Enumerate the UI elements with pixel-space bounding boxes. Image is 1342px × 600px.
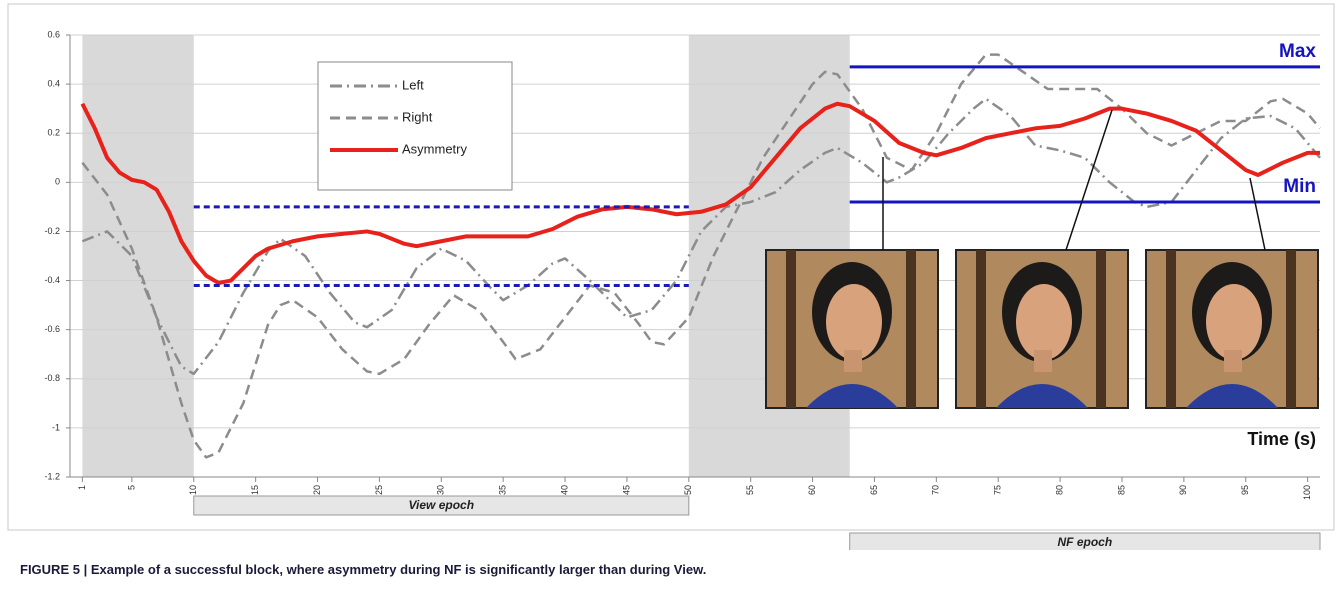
legend-label: Right	[402, 109, 433, 124]
legend-label: Left	[402, 77, 424, 92]
frame	[7, 3, 1335, 531]
legend-box	[317, 61, 513, 191]
y-tick-label: 0.6	[47, 29, 60, 39]
y-tick-label: -0.6	[44, 324, 60, 334]
connector	[1065, 109, 1113, 251]
legend-label: Asymmetry	[402, 141, 468, 156]
x-tick-label: 45	[621, 485, 631, 495]
x-tick-label: 65	[869, 485, 879, 495]
y-tick-label: -0.4	[44, 275, 60, 285]
y-tick-label: -0.8	[44, 373, 60, 383]
x-tick-label: 15	[250, 485, 260, 495]
y-tick-label: 0.4	[47, 78, 60, 88]
x-tick-label: 35	[498, 485, 508, 495]
y-tick-label: -0.2	[44, 226, 60, 236]
line-series	[81, 53, 1321, 459]
x-tick-label: 70	[931, 485, 941, 495]
x-tick-label: 20	[312, 485, 322, 495]
epoch-box	[193, 495, 690, 516]
x-tick-label: 40	[559, 485, 569, 495]
epoch-box	[849, 532, 1321, 550]
shaded-region	[82, 35, 194, 477]
face-images	[765, 249, 1319, 409]
x-tick-label: 90	[1178, 485, 1188, 495]
chart: 0.60.40.20-0.2-0.4-0.6-0.8-1-1.21 5 10 15 20…	[7, 3, 1335, 550]
y-tick-label: -1.2	[44, 471, 60, 481]
x-tick-label: 100	[1302, 485, 1312, 500]
x-tick-label: 30	[436, 485, 446, 495]
face-image	[955, 249, 1129, 409]
x-tick-label: 10	[188, 485, 198, 495]
x-tick-label: 60	[807, 485, 817, 495]
x-tick-label: 5	[126, 485, 136, 490]
x-tick-label: 1	[77, 485, 87, 490]
x-tick-label: 25	[374, 485, 384, 495]
y-tick-label: 0	[55, 177, 60, 187]
x-tick-label: 50	[683, 485, 693, 495]
x-tick-label: 85	[1116, 485, 1126, 495]
reference-label: Min	[1283, 176, 1316, 197]
epoch-label: NF epoch	[1058, 535, 1113, 549]
y-tick-label: 0.2	[47, 128, 60, 138]
x-tick-label: 75	[993, 485, 1003, 495]
face-image	[765, 249, 939, 409]
face-image	[1145, 249, 1319, 409]
caption: FIGURE 5 | Example of a successful block…	[20, 562, 707, 577]
x-axis-label: Time (s)	[1247, 429, 1316, 449]
reference-label: Max	[1279, 41, 1316, 62]
x-tick-label: 80	[1054, 485, 1064, 495]
y-tick-label: -1	[52, 422, 60, 432]
connector	[1249, 177, 1266, 251]
x-tick-label: 95	[1240, 485, 1250, 495]
x-tick-label: 55	[745, 485, 755, 495]
epoch-label: View epoch	[408, 498, 474, 512]
